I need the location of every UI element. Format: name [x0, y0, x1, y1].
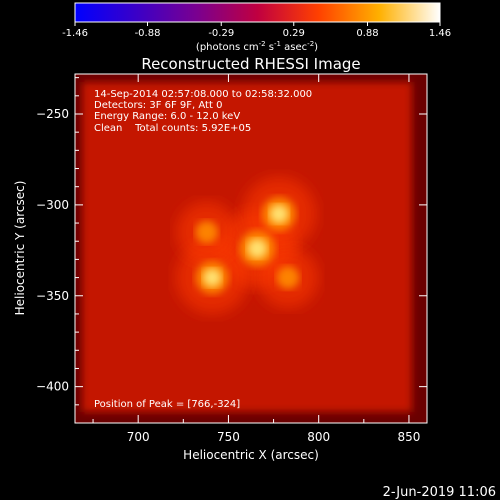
heatmap-image	[75, 74, 427, 423]
y-tick-label: −350	[36, 289, 69, 303]
annotation-detectors: Detectors: 3F 6F 9F, Att 0	[94, 100, 222, 111]
colorbar-tick-label: -0.88	[135, 28, 161, 39]
plot-frame	[74, 73, 428, 424]
x-tick-label: 700	[127, 430, 150, 444]
colorbar-tick-label: -0.29	[208, 28, 234, 39]
colorbar-tick-label: 0.29	[283, 28, 305, 39]
colorbar-tick-label: 0.88	[356, 28, 378, 39]
y-axis: −250 −300 −350 −400	[36, 77, 427, 424]
source-blob	[195, 220, 219, 244]
colorbar-label: (photons cm-2 s-1 asec-2)	[196, 40, 318, 53]
chart-title: Reconstructed RHESSI Image	[141, 55, 360, 73]
annotation-peak: Position of Peak = [766,-324]	[94, 399, 240, 410]
annotation-energy: Energy Range: 6.0 - 12.0 keV	[94, 111, 240, 122]
x-axis: 700 750 800 850	[92, 74, 420, 444]
y-tick-label: −400	[36, 380, 69, 394]
annotation-time: 14-Sep-2014 02:57:08.000 to 02:58:32.000	[94, 89, 312, 100]
x-axis-label: Heliocentric X (arcsec)	[183, 448, 319, 462]
y-tick-label: −300	[36, 198, 69, 212]
colorbar-ticks: -1.46 -0.88 -0.29 0.29 0.88 1.46	[62, 22, 451, 39]
x-tick-label: 850	[397, 430, 420, 444]
y-tick-label: −250	[36, 107, 69, 121]
source-blob	[276, 266, 300, 289]
colorbar-tick-label: -1.46	[62, 28, 88, 39]
annotation-clean: Clean Total counts: 5.92E+05	[94, 123, 251, 134]
x-tick-label: 800	[307, 430, 330, 444]
footer-date: 2-Jun-2019 11:06	[383, 485, 496, 500]
y-axis-label: Heliocentric Y (arcsec)	[13, 181, 27, 316]
colorbar	[74, 2, 441, 23]
colorbar-tick-label: 1.46	[429, 28, 451, 39]
x-tick-label: 750	[217, 430, 240, 444]
annotation-block: 14-Sep-2014 02:57:08.000 to 02:58:32.000…	[94, 89, 312, 410]
